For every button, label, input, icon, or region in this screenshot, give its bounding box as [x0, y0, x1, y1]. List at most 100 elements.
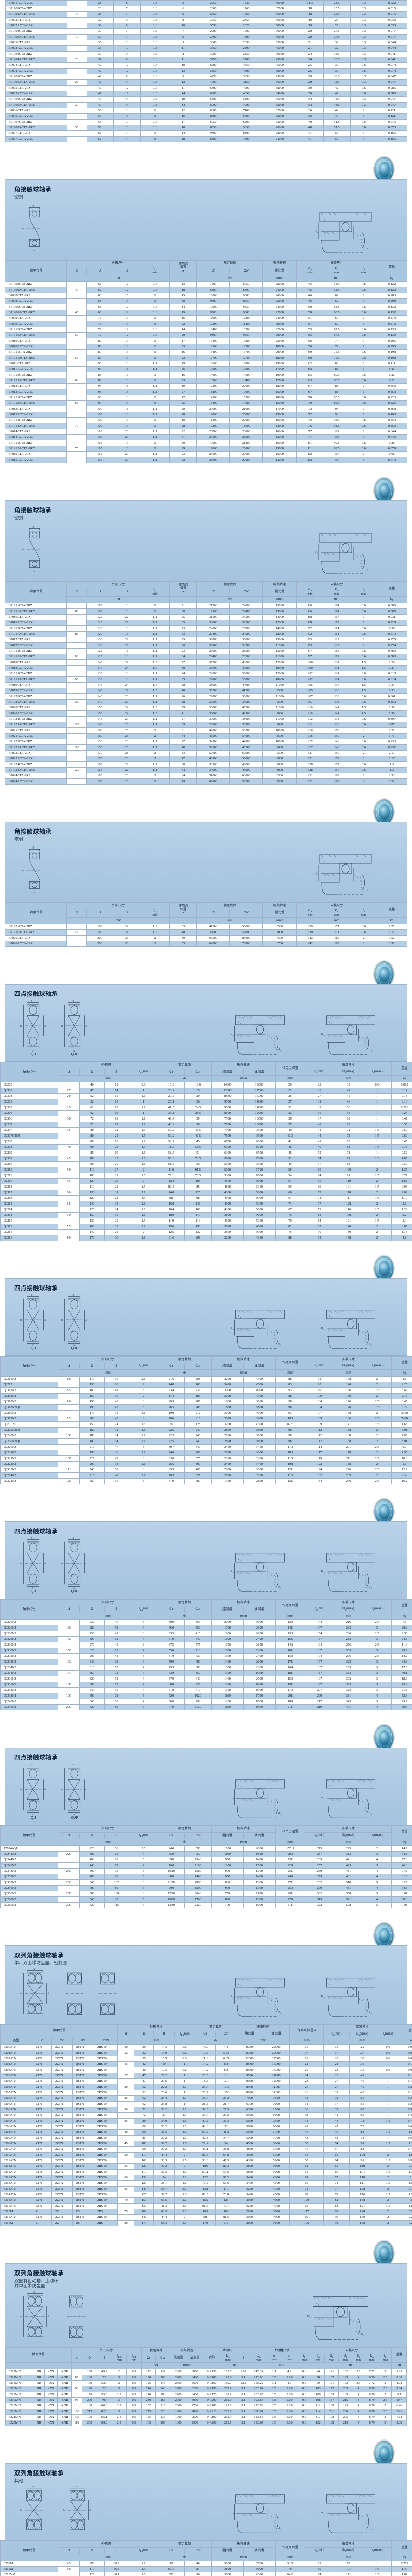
bearing-section-plain-figure — [65, 1972, 84, 2015]
cell-B: 39.7 — [153, 2140, 175, 2147]
cell-oil-speed: 2000 — [243, 1659, 276, 1666]
cell-Da: 45 — [349, 2089, 376, 2096]
th-oil: 油润滑 — [243, 2547, 276, 2555]
cell-Cr: 18300 — [196, 389, 230, 396]
cell-speed: 45000 — [262, 62, 297, 69]
cell-weight: 1.38 — [376, 710, 407, 717]
cell-Cor: 85 — [184, 1184, 212, 1191]
cell-da: 72 — [296, 412, 324, 418]
cell-ra: 1 — [350, 383, 377, 390]
svg-text:a: a — [331, 1786, 332, 1788]
cell-grease-speed: 7500 — [211, 1122, 244, 1128]
cell-da: 52 — [305, 1150, 334, 1157]
cell-d: 35 — [58, 1127, 80, 1134]
svg-text:r: r — [359, 1799, 360, 1802]
th-ra: ra(max) — [375, 2030, 402, 2038]
cell-variant-nr: NR — [32, 2408, 45, 2415]
cell-d: 80 — [58, 1235, 80, 1242]
svg-text:a: a — [357, 555, 358, 557]
section-title: 角接触球轴承 — [14, 507, 52, 514]
cell-grease-speed: 14000 — [211, 1082, 244, 1089]
cell-ra: 1.5 — [362, 2572, 392, 2576]
cell-r: 1.1 — [140, 457, 170, 464]
cell-r: 1.5 — [129, 1156, 158, 1162]
cell-bearing-code: B7002ACTA-2RZ — [5, 23, 67, 29]
cell-Da: 169 — [323, 778, 351, 785]
cell-B: 12 — [113, 91, 141, 97]
th-Cor: Cor — [229, 266, 263, 276]
cell-Cr: 760 — [158, 1862, 185, 1869]
cell-mount-Da: 159 — [324, 2391, 339, 2398]
cell-bearing-code: QJ303 — [0, 1088, 58, 1094]
cell-Da: 117 — [323, 614, 351, 620]
cell-Da: 78 — [334, 2561, 363, 2567]
cell-weight: 1.75 — [391, 1229, 412, 1236]
svg-text:a: a — [32, 1344, 33, 1346]
svg-text:D: D — [231, 1032, 233, 1036]
cell-da: 55 — [296, 332, 324, 339]
cell-r: 1.1 — [140, 429, 170, 435]
cell-da: 87 — [323, 2208, 350, 2215]
cell-variant-2rs: 2RSTN — [93, 2134, 118, 2141]
svg-text:a: a — [280, 1344, 281, 1346]
cell-d: 60 — [58, 2566, 80, 2573]
cell-d — [66, 417, 87, 424]
cell-da: 257 — [305, 1862, 334, 1869]
cell-a: 175.1 — [275, 1845, 305, 1852]
cell-Cor: 236 — [184, 1387, 212, 1394]
th-rated-load: 额定载荷 — [196, 902, 263, 910]
cell-weight: 2.09 — [391, 1190, 412, 1196]
cell-weight: 0.22 — [376, 378, 407, 384]
cell-r: 1.1 — [174, 2095, 196, 2102]
cell-grease-speed: 3200 — [211, 1235, 244, 1242]
cell-weight: 24.5 — [391, 1636, 412, 1643]
cell-Cr: 18.3 — [195, 2078, 216, 2084]
cell-variant-2z: 2ZTN — [52, 2191, 73, 2198]
svg-text:d: d — [48, 1992, 49, 1994]
th-unit-rpm: r/min — [211, 2554, 276, 2562]
cell-Cor: 63000 — [229, 772, 263, 779]
cell-d — [58, 1438, 80, 1445]
svg-text:a: a — [317, 231, 318, 233]
cell-D1: 159.7 — [220, 2368, 236, 2375]
cell-D: 62 — [86, 281, 114, 288]
cell-D: 55 — [86, 125, 114, 131]
svg-text:d: d — [89, 2509, 91, 2512]
cell-Cr: 12700 — [196, 355, 230, 362]
cell-Cor: 132 — [184, 1229, 212, 1236]
cell-ra: 2.5 — [362, 1467, 392, 1473]
cell-d — [66, 716, 87, 722]
cell-ra: 0.6 — [350, 304, 377, 311]
cell-Da: 104 — [323, 608, 351, 615]
cell-variant-zn: -ZN — [44, 2368, 58, 2375]
cell-d — [66, 761, 87, 768]
cell-ra: 0.6 — [350, 608, 377, 615]
logo-strip: 哈轴集团 — [0, 960, 412, 995]
th-Cr: Cr — [195, 2030, 216, 2038]
cell-Cr: 28.8 — [195, 2100, 216, 2107]
cell-bearing-code: B7018CTA-2RZ — [5, 659, 67, 666]
cell-ra: 0.6 — [350, 738, 377, 745]
cell-ring-code: NR215 — [203, 2408, 221, 2415]
table-row: QJ307N2Q1 80 21 1.5 59.2 46.5 7100 9500 40.3 44 71… — [0, 1133, 412, 1140]
cell-weight: 0.272 — [376, 321, 407, 328]
cell-Cor: 8300 — [229, 130, 263, 137]
cell-ra: 0.3 — [350, 23, 377, 29]
cell-speed: 12000 — [262, 619, 297, 626]
cell-Cor: 44000 — [229, 682, 263, 688]
th-Cr: Cr — [141, 2353, 156, 2363]
cell-B: 22 — [113, 642, 141, 649]
cell-bearing-code: QJ205 — [0, 1099, 58, 1106]
cell-ra: 1 — [375, 2072, 402, 2079]
cell-r: 6 — [129, 1879, 158, 1886]
svg-text:D: D — [231, 1796, 233, 1799]
cell-weight: 0.295 — [376, 344, 407, 350]
cell-weight: 80.3 — [391, 1896, 412, 1903]
cell-r: 1 — [174, 2100, 196, 2107]
th-contact-point: 作用点位置 — [275, 2540, 305, 2555]
cell-ra: 1 — [350, 412, 377, 418]
svg-text:B: B — [31, 1764, 33, 1766]
cell-Da: 124 — [323, 670, 351, 677]
cell-ra: 1 — [362, 1110, 392, 1117]
